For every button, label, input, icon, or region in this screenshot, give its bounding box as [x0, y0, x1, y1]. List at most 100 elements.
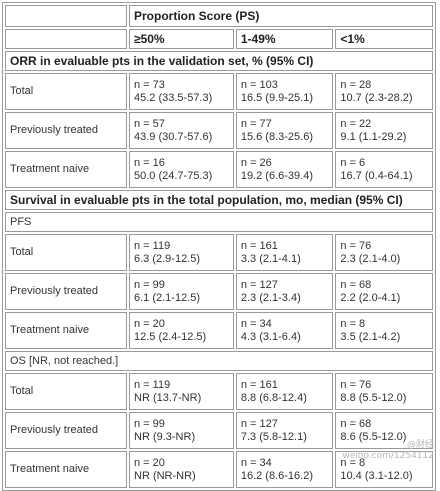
cell-estimate: NR (13.7-NR): [134, 391, 202, 404]
cell-n: n = 73: [134, 78, 165, 91]
cell-n: n = 68: [340, 278, 372, 291]
row-label: Total: [5, 373, 127, 410]
table-cell: n = 16 50.0 (24.7-75.3): [129, 151, 234, 188]
table-cell: n = 161 8.8 (6.8-12.4): [235, 373, 334, 410]
table-cell: n = 127 2.3 (2.1-3.4): [235, 273, 334, 310]
watermark-url: weibo.com/1254112: [342, 451, 434, 461]
cell-estimate: 45.2 (33.5-57.3): [134, 91, 213, 104]
cell-n: n = 26: [240, 156, 272, 169]
cell-n: n = 16: [134, 156, 165, 169]
cell-n: n = 127: [240, 278, 278, 291]
cell-n: n = 127: [240, 417, 278, 430]
header-row-cols: ≥50% 1-49% <1%: [5, 29, 433, 49]
cell-n: n = 34: [240, 317, 272, 330]
cell-n: n = 119: [134, 239, 171, 252]
cell-estimate: 16.7 (0.4-64.1): [340, 169, 413, 182]
cell-estimate: 2.2 (2.0-4.1): [340, 291, 401, 304]
cell-n: n = 161: [240, 239, 278, 252]
row-label: Previously treated: [5, 273, 127, 310]
cell-n: n = 20: [134, 317, 165, 330]
cell-estimate: 2.3 (2.1-3.4): [240, 291, 301, 304]
table-cell: n = 57 43.9 (30.7-57.6): [129, 112, 234, 149]
subsection-row-os: OS [NR, not reached.]: [5, 351, 433, 371]
cell-n: n = 28: [340, 78, 372, 91]
cell-n: n = 99: [134, 278, 165, 291]
section-title-survival: Survival in evaluable pts in the total p…: [5, 190, 433, 210]
cell-n: n = 34: [240, 456, 272, 469]
cell-n: n = 161: [240, 378, 278, 391]
table-cell: n = 161 3.3 (2.1-4.1): [235, 234, 334, 271]
table-row: Previously treated n = 99 6.1 (2.1-12.5) n …: [5, 273, 433, 310]
row-label: Treatment naive: [5, 312, 127, 349]
cell-estimate: 8.8 (6.8-12.4): [240, 391, 307, 404]
table-row: Total n = 119 6.3 (2.9-12.5) n = 161 3.3 (2.…: [5, 234, 433, 271]
table-cell: n = 20 NR (NR-NR): [129, 451, 234, 488]
cell-estimate: 16.5 (9.9-25.1): [240, 91, 313, 104]
cell-n: n = 103: [240, 78, 278, 91]
cell-n: n = 6: [340, 156, 366, 169]
cell-estimate: 50.0 (24.7-75.3): [134, 169, 213, 182]
row-label: Treatment naive: [5, 451, 127, 488]
col-header-lt1: <1%: [335, 29, 433, 49]
cell-n: n = 77: [240, 117, 272, 130]
cell-estimate: 10.4 (3.1-12.0): [340, 469, 413, 482]
table-cell: n = 127 7.3 (5.8-12.1): [235, 412, 334, 449]
table-cell: n = 34 4.3 (3.1-6.4): [235, 312, 334, 349]
table-row: Treatment naive n = 20 12.5 (2.4-12.5) n = …: [5, 312, 433, 349]
table-cell: n = 76 2.3 (2.1-4.0): [335, 234, 433, 271]
watermark-handle: @财经: [406, 440, 434, 450]
subsection-title-pfs: PFS: [5, 212, 433, 232]
section-row-survival: Survival in evaluable pts in the total p…: [5, 190, 433, 210]
row-label: Total: [5, 234, 127, 271]
section-row-orr: ORR in evaluable pts in the validation s…: [5, 51, 433, 71]
cell-estimate: NR (9.3-NR): [134, 430, 196, 443]
cell-n: n = 22: [340, 117, 372, 130]
cell-estimate: 6.3 (2.9-12.5): [134, 252, 201, 265]
table-cell: n = 103 16.5 (9.9-25.1): [235, 73, 334, 110]
table-cell: n = 99 NR (9.3-NR): [129, 412, 234, 449]
table-cell: n = 77 15.6 (8.3-25.6): [235, 112, 334, 149]
cell-estimate: 8.8 (5.5-12.0): [340, 391, 407, 404]
cell-n: n = 76: [340, 239, 372, 252]
table-cell: n = 28 10.7 (2.3-28.2): [335, 73, 433, 110]
corner-cell: [5, 5, 127, 27]
table-row: Treatment naive n = 16 50.0 (24.7-75.3) n =…: [5, 151, 433, 188]
table-cell: n = 73 45.2 (33.5-57.3): [129, 73, 234, 110]
table-cell: n = 119 NR (13.7-NR): [129, 373, 234, 410]
table-cell: n = 99 6.1 (2.1-12.5): [129, 273, 234, 310]
header-row-ps: Proportion Score (PS): [5, 5, 433, 27]
table-cell: n = 76 8.8 (5.5-12.0): [335, 373, 433, 410]
table-row: Total n = 73 45.2 (33.5-57.3) n = 103 16.5 (…: [5, 73, 433, 110]
cell-estimate: NR (NR-NR): [134, 469, 196, 482]
cell-n: n = 119: [134, 378, 171, 391]
cell-n: n = 20: [134, 456, 165, 469]
cell-estimate: 3.3 (2.1-4.1): [240, 252, 301, 265]
cell-n: n = 76: [340, 378, 372, 391]
corner-cell: [5, 29, 127, 49]
table-cell: n = 8 3.5 (2.1-4.2): [335, 312, 433, 349]
table-cell: n = 6 16.7 (0.4-64.1): [335, 151, 433, 188]
cell-estimate: 16.2 (8.6-16.2): [240, 469, 313, 482]
cell-estimate: 43.9 (30.7-57.6): [134, 130, 213, 143]
table-cell: n = 68 2.2 (2.0-4.1): [335, 273, 433, 310]
cell-estimate: 19.2 (6.6-39.4): [240, 169, 313, 182]
table-cell: n = 119 6.3 (2.9-12.5): [129, 234, 234, 271]
col-header-ge50: ≥50%: [129, 29, 234, 49]
cell-estimate: 2.3 (2.1-4.0): [340, 252, 401, 265]
cell-estimate: 9.1 (1.1-29.2): [340, 130, 407, 143]
cell-estimate: 10.7 (2.3-28.2): [340, 91, 413, 104]
row-label: Treatment naive: [5, 151, 127, 188]
table-row: Previously treated n = 99 NR (9.3-NR) n = 1…: [5, 412, 433, 449]
watermark: @财经 weibo.com/1254112: [342, 440, 434, 462]
table-cell: n = 68 8.6 (5.5-12.0): [335, 412, 433, 449]
cell-estimate: 7.3 (5.8-12.1): [240, 430, 307, 443]
cell-estimate: 4.3 (3.1-6.4): [240, 330, 301, 343]
cell-estimate: 6.1 (2.1-12.5): [134, 291, 201, 304]
table-cell: n = 22 9.1 (1.1-29.2): [335, 112, 433, 149]
cell-n: n = 57: [134, 117, 165, 130]
row-label: Total: [5, 73, 127, 110]
subsection-title-os: OS [NR, not reached.]: [5, 351, 433, 371]
table-cell: n = 34 16.2 (8.6-16.2): [235, 451, 334, 488]
table-cell: n = 20 12.5 (2.4-12.5): [129, 312, 234, 349]
